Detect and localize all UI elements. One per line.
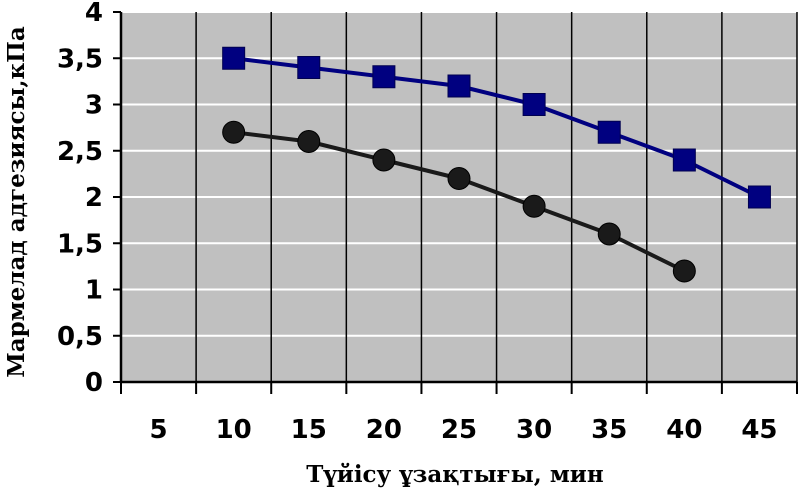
x-tick-label: 35: [591, 415, 627, 445]
y-tick-label: 3: [85, 91, 103, 121]
x-tick-label: 40: [666, 415, 702, 445]
y-tick-label: 0,5: [57, 322, 103, 352]
x-axis-title: Түйісу ұзақтығы, мин: [306, 461, 604, 488]
data-point-square: [372, 65, 396, 89]
x-tick-label: 5: [150, 415, 168, 445]
data-point-square: [597, 120, 621, 144]
y-axis-title: Мармелад адгезиясы,кПа: [3, 26, 30, 378]
series-layer: [222, 46, 771, 283]
data-point-circle: [297, 130, 321, 153]
y-tick-label: 1: [85, 276, 103, 306]
data-point-square: [522, 93, 546, 116]
data-point-circle: [222, 120, 246, 144]
series-1: [222, 46, 771, 209]
data-point-square: [447, 74, 471, 98]
y-tick-label: 0: [85, 368, 103, 398]
data-point-square: [747, 185, 771, 209]
data-point-square: [222, 46, 246, 70]
gridlines: [121, 11, 798, 382]
x-tick-label: 25: [441, 415, 477, 445]
y-tick-label: 2,5: [57, 137, 103, 167]
series-line: [233, 56, 761, 199]
series-2: [222, 120, 696, 283]
data-point-circle: [597, 222, 621, 246]
data-point-circle: [672, 259, 696, 283]
tick-labels: 00,511,522,533,545 10 15 20 25 30 35 40 45: [57, 0, 778, 445]
x-tick-label: 10: [216, 415, 252, 445]
y-tick-label: 4: [85, 0, 103, 28]
data-point-circle: [372, 148, 396, 172]
x-tick-label: 45: [741, 415, 777, 445]
x-tick-label: 30: [516, 415, 552, 445]
data-point-circle: [447, 167, 471, 190]
data-point-square: [297, 56, 321, 79]
data-point-circle: [522, 194, 546, 218]
y-tick-label: 1,5: [57, 229, 103, 259]
data-point-square: [672, 148, 696, 172]
x-tick-label: 15: [291, 415, 327, 445]
y-tick-label: 3,5: [57, 44, 103, 74]
axes: [113, 11, 798, 394]
y-tick-label: 2: [85, 183, 103, 213]
x-tick-label: 20: [366, 415, 402, 445]
